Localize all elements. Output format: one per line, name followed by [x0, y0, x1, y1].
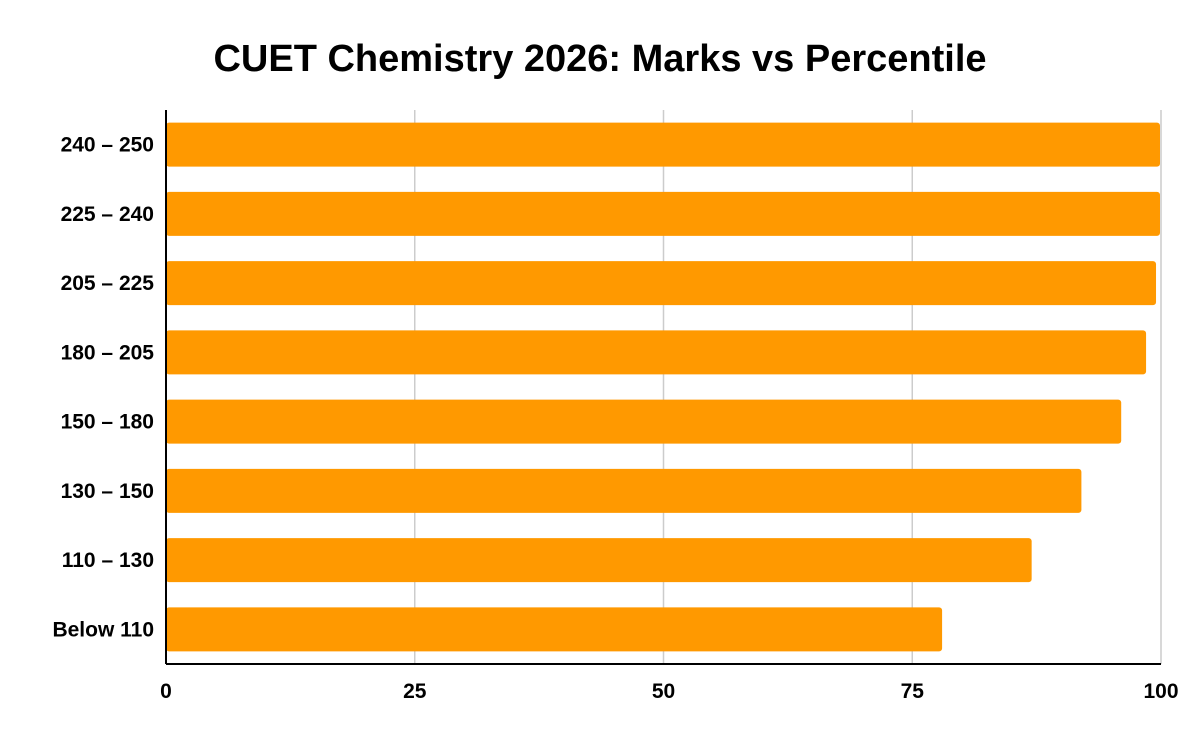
bar — [166, 399, 1122, 444]
bar — [166, 122, 1161, 167]
axes — [165, 110, 1161, 665]
bar — [166, 607, 943, 652]
bar — [166, 468, 1082, 513]
x-tick-label: 50 — [652, 680, 675, 703]
category-label: Below 110 — [52, 618, 154, 641]
category-label: 150 – 180 — [61, 411, 154, 434]
chart-title: CUET Chemistry 2026: Marks vs Percentile — [213, 38, 987, 80]
category-label: 240 – 250 — [61, 134, 154, 157]
x-tick-label: 75 — [901, 680, 925, 703]
bar — [166, 261, 1157, 306]
category-labels: 240 – 250 225 – 240 205 – 225 180 – 205 150 … — [52, 134, 154, 642]
category-label: 225 – 240 — [61, 203, 154, 226]
x-tick-label: 25 — [403, 680, 427, 703]
x-tick-label: 0 — [160, 680, 172, 703]
category-label: 110 – 130 — [62, 549, 154, 572]
bar — [166, 330, 1147, 375]
category-label: 205 – 225 — [61, 272, 155, 295]
bars — [166, 122, 1161, 652]
x-tick-label: 100 — [1143, 680, 1178, 703]
bar — [166, 191, 1161, 236]
category-label: 180 – 205 — [61, 341, 155, 364]
category-label: 130 – 150 — [61, 480, 154, 503]
x-tick-labels: 0 25 50 75 100 — [160, 680, 1178, 703]
bar — [166, 538, 1032, 583]
